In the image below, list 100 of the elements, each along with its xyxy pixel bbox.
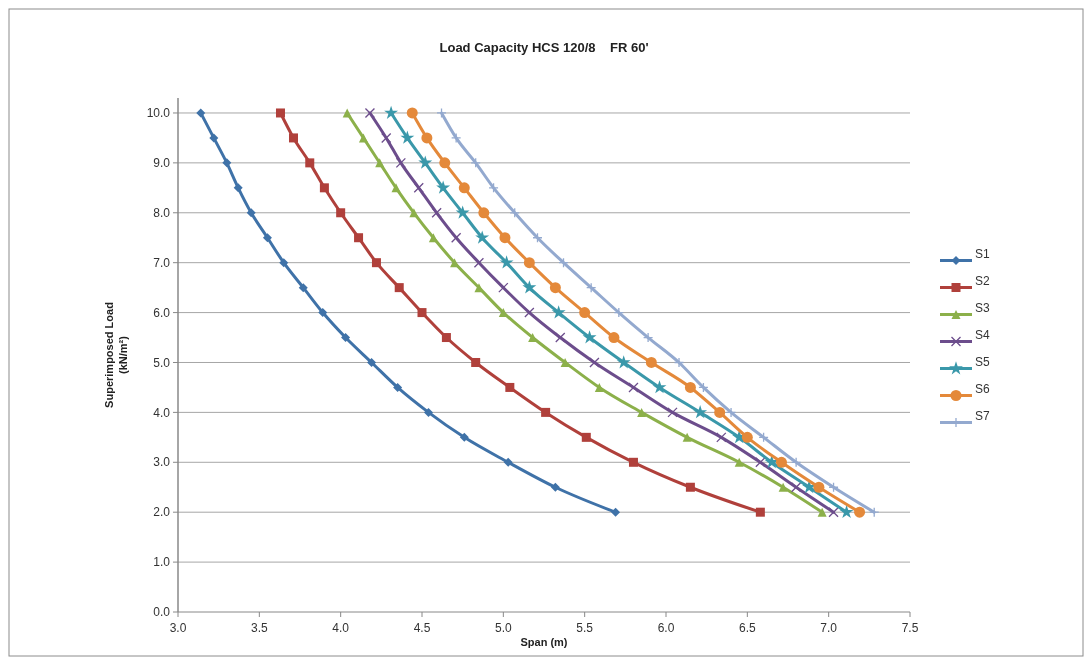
point bbox=[451, 232, 462, 243]
point bbox=[608, 332, 620, 344]
point bbox=[451, 132, 462, 144]
point bbox=[499, 232, 511, 244]
point bbox=[637, 407, 647, 417]
point bbox=[394, 283, 404, 293]
point bbox=[342, 108, 352, 118]
point bbox=[498, 308, 508, 318]
legend-label: S3 bbox=[975, 300, 990, 315]
point bbox=[354, 233, 364, 243]
point bbox=[642, 332, 654, 343]
point bbox=[522, 280, 537, 294]
y-tick-label: 10.0 bbox=[146, 106, 171, 121]
x-tick-label: 3.0 bbox=[169, 621, 187, 635]
point bbox=[790, 457, 802, 468]
point bbox=[505, 382, 515, 392]
x-tick-label: 4.5 bbox=[413, 621, 431, 635]
point bbox=[499, 255, 514, 269]
point bbox=[541, 407, 551, 417]
legend-label: S1 bbox=[975, 246, 990, 261]
x-tick-label: 7.5 bbox=[901, 621, 919, 635]
point bbox=[336, 208, 346, 218]
x-axis-title: Span (m) bbox=[520, 636, 568, 648]
point bbox=[628, 382, 639, 393]
point bbox=[371, 258, 381, 268]
y-tick-label: 1.0 bbox=[153, 555, 171, 570]
point bbox=[471, 357, 481, 367]
point bbox=[616, 355, 631, 369]
point bbox=[734, 457, 744, 467]
x-tick-label: 4.0 bbox=[332, 621, 350, 635]
point bbox=[579, 307, 591, 319]
point bbox=[418, 155, 433, 169]
point bbox=[473, 257, 485, 268]
point bbox=[503, 457, 513, 467]
point bbox=[682, 432, 692, 442]
point bbox=[725, 407, 737, 418]
point bbox=[594, 382, 604, 392]
point bbox=[428, 233, 438, 243]
point bbox=[790, 482, 802, 493]
point bbox=[455, 205, 470, 219]
point bbox=[685, 482, 695, 492]
point bbox=[384, 105, 399, 119]
y-tick-label: 7.0 bbox=[153, 255, 171, 270]
point bbox=[589, 357, 600, 368]
point bbox=[391, 183, 401, 193]
point bbox=[395, 157, 406, 169]
point bbox=[436, 180, 451, 194]
point bbox=[367, 357, 377, 367]
point bbox=[628, 457, 638, 467]
point bbox=[209, 133, 219, 143]
point bbox=[778, 482, 788, 492]
point bbox=[381, 132, 392, 144]
point bbox=[341, 333, 351, 343]
point bbox=[305, 158, 315, 168]
point bbox=[478, 207, 490, 219]
y-tick-label: 2.0 bbox=[153, 505, 171, 520]
point bbox=[421, 132, 433, 144]
y-tick-label: 8.0 bbox=[153, 205, 171, 220]
point bbox=[673, 357, 685, 368]
point bbox=[582, 330, 597, 344]
legend-label: S5 bbox=[975, 354, 990, 369]
point bbox=[417, 308, 427, 318]
point bbox=[523, 257, 535, 269]
point bbox=[222, 158, 232, 168]
point bbox=[755, 457, 766, 468]
y-tick-label: 5.0 bbox=[153, 355, 171, 370]
legend-label: S6 bbox=[975, 381, 990, 396]
point bbox=[549, 282, 561, 294]
point bbox=[458, 182, 470, 194]
point bbox=[684, 381, 696, 393]
legend-label: S4 bbox=[975, 327, 990, 342]
legend-label: S7 bbox=[975, 408, 990, 423]
point bbox=[667, 407, 678, 418]
point bbox=[470, 157, 481, 169]
x-tick-label: 6.5 bbox=[738, 621, 756, 635]
point bbox=[652, 380, 667, 394]
point bbox=[441, 333, 451, 343]
point bbox=[839, 504, 854, 519]
point bbox=[524, 307, 535, 318]
point bbox=[475, 230, 490, 244]
point bbox=[413, 182, 424, 193]
y-tick-label: 3.0 bbox=[153, 455, 171, 470]
point bbox=[406, 107, 418, 119]
point bbox=[364, 107, 376, 119]
point bbox=[196, 108, 206, 118]
point bbox=[693, 405, 708, 419]
chart-title: Load Capacity HCS 120/8 FR 60' bbox=[439, 40, 649, 55]
legend-label: S2 bbox=[975, 273, 990, 288]
point bbox=[275, 108, 285, 118]
point bbox=[551, 305, 566, 319]
point bbox=[318, 308, 328, 318]
y-tick-label: 9.0 bbox=[153, 156, 171, 171]
point bbox=[424, 407, 434, 417]
point bbox=[755, 507, 765, 517]
point bbox=[400, 130, 415, 144]
point bbox=[854, 506, 866, 518]
y-tick-label: 4.0 bbox=[153, 405, 171, 420]
point bbox=[319, 183, 329, 193]
point bbox=[555, 332, 566, 343]
point bbox=[459, 432, 469, 442]
